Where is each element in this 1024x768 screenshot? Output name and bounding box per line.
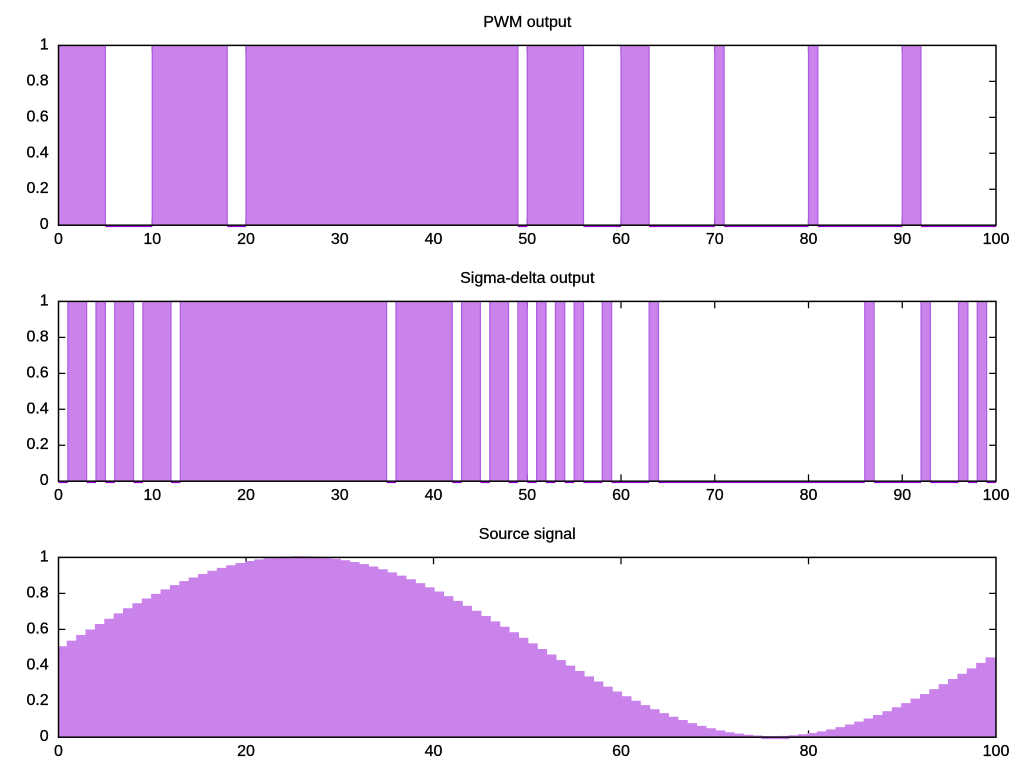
svg-text:30: 30 [331,231,349,248]
svg-text:1: 1 [40,36,49,53]
svg-text:10: 10 [143,231,161,248]
svg-text:100: 100 [983,231,1010,248]
svg-text:1: 1 [40,548,49,565]
svg-text:80: 80 [800,743,818,760]
svg-text:90: 90 [893,487,911,504]
svg-text:50: 50 [518,231,536,248]
svg-text:0: 0 [54,743,63,760]
svg-text:40: 40 [425,487,443,504]
svg-text:80: 80 [800,231,818,248]
svg-text:90: 90 [893,231,911,248]
svg-text:60: 60 [612,487,630,504]
svg-text:0: 0 [54,231,63,248]
svg-text:30: 30 [331,487,349,504]
svg-text:60: 60 [612,231,630,248]
svg-text:1: 1 [40,292,49,309]
svg-text:0.4: 0.4 [26,656,48,673]
svg-text:20: 20 [237,743,255,760]
svg-text:70: 70 [706,487,724,504]
svg-text:40: 40 [425,743,443,760]
svg-text:80: 80 [800,487,818,504]
svg-text:0.8: 0.8 [26,584,48,601]
svg-text:0.6: 0.6 [26,364,48,381]
svg-text:0.2: 0.2 [26,692,48,709]
svg-text:Sigma-delta output: Sigma-delta output [460,270,595,287]
svg-text:0.2: 0.2 [26,436,48,453]
svg-text:20: 20 [237,231,255,248]
svg-text:0.6: 0.6 [26,620,48,637]
svg-text:10: 10 [143,487,161,504]
svg-text:0: 0 [54,487,63,504]
svg-text:100: 100 [983,743,1010,760]
svg-text:20: 20 [237,487,255,504]
svg-text:0.6: 0.6 [26,108,48,125]
svg-text:70: 70 [706,231,724,248]
svg-text:0: 0 [40,472,49,489]
svg-text:0.2: 0.2 [26,180,48,197]
svg-text:0.4: 0.4 [26,400,48,417]
svg-text:60: 60 [612,743,630,760]
svg-text:100: 100 [983,487,1010,504]
svg-text:0.8: 0.8 [26,328,48,345]
svg-text:0.4: 0.4 [26,144,48,161]
svg-text:Source signal: Source signal [479,526,576,543]
svg-text:0: 0 [40,216,49,233]
svg-text:50: 50 [518,487,536,504]
svg-text:0.8: 0.8 [26,72,48,89]
svg-text:PWM output: PWM output [483,14,572,31]
svg-text:0: 0 [40,728,49,745]
svg-text:40: 40 [425,231,443,248]
